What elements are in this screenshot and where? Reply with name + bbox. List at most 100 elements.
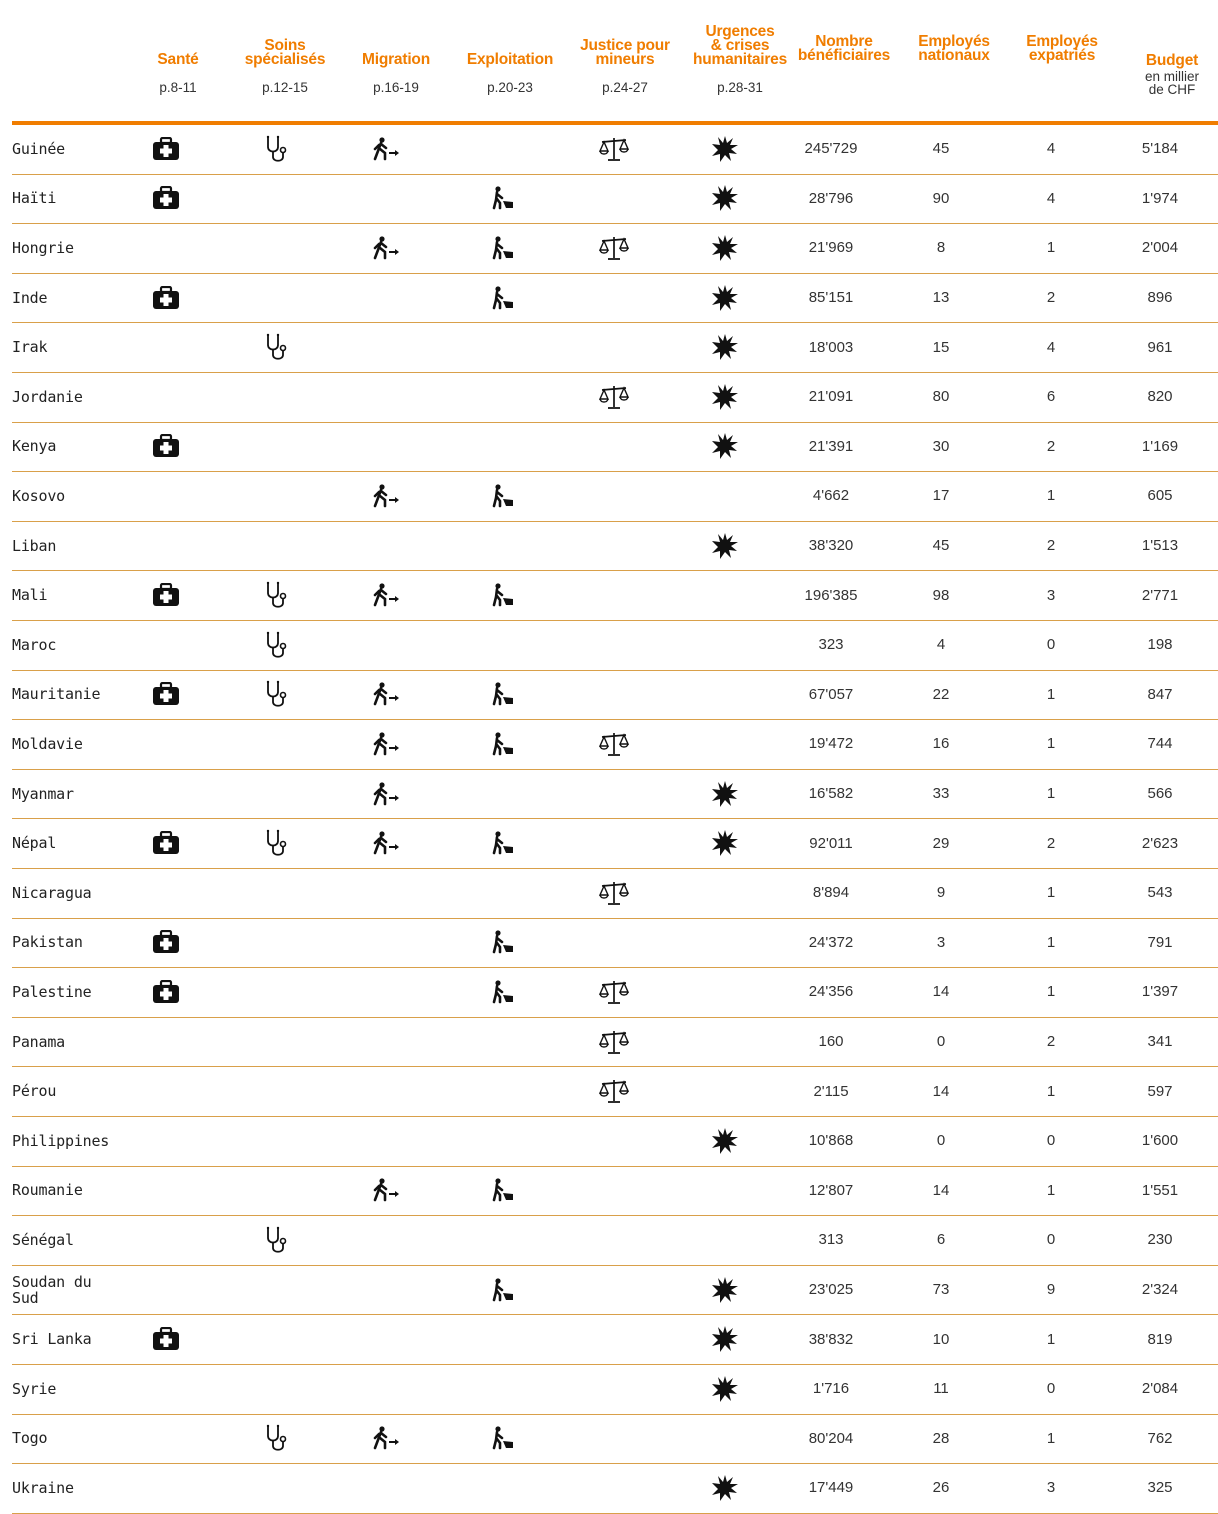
expatries-value: 2 <box>1046 437 1056 455</box>
explosion-icon <box>705 322 745 372</box>
country-name: Sri Lanka <box>12 1330 92 1349</box>
header-pages: p.20-23 <box>487 80 533 95</box>
nationaux-value: 10 <box>932 1330 950 1348</box>
beneficiaires-value: 92'011 <box>809 834 853 852</box>
budget-value: 1'169 <box>1141 437 1179 455</box>
nationaux-value: 14 <box>932 1181 950 1199</box>
budget-value: 566 <box>1147 785 1173 803</box>
header-title: Budget <box>1145 52 1199 69</box>
explosion-icon <box>705 124 745 174</box>
walking-person-icon <box>367 570 407 620</box>
country-name: Sénégal <box>12 1230 74 1249</box>
table-row: Myanmar 16'582 33 1 566 <box>12 769 1218 820</box>
child-labor-icon <box>483 670 523 720</box>
scales-icon <box>594 223 634 273</box>
scales-icon <box>594 372 634 422</box>
beneficiaires-value: 21'391 <box>808 437 854 455</box>
budget-value: 961 <box>1147 338 1173 356</box>
header-urgences: Urgences & crises humanitaires p.28-31 <box>688 0 792 123</box>
header-title: Soins spécialisés <box>244 37 326 68</box>
table-row: Népal 92'011 29 2 2'623 <box>12 818 1218 869</box>
country-name: Ukraine <box>12 1478 74 1497</box>
table-row: Sri Lanka 38'832 10 1 819 <box>12 1314 1218 1365</box>
table-row: Panama 160 0 2 341 <box>12 1017 1218 1068</box>
header-nationaux: Employés nationaux <box>900 0 1008 123</box>
budget-value: 5'184 <box>1141 140 1179 158</box>
table-row: Ukraine 17'449 26 3 325 <box>12 1463 1218 1514</box>
budget-value: 896 <box>1147 289 1173 307</box>
budget-value: 1'397 <box>1141 983 1179 1001</box>
beneficiaires-value: 16'582 <box>808 785 854 803</box>
explosion-icon <box>705 422 745 472</box>
country-name: Liban <box>12 536 57 555</box>
expatries-value: 1 <box>1046 685 1056 703</box>
country-name: Mauritanie <box>12 685 101 704</box>
budget-value: 2'324 <box>1141 1281 1179 1299</box>
nationaux-value: 73 <box>932 1281 950 1299</box>
budget-value: 1'551 <box>1141 1181 1179 1199</box>
table-row: Philippines 10'868 0 0 1'600 <box>12 1116 1218 1167</box>
country-name: Panama <box>12 1032 65 1051</box>
beneficiaires-value: 28'796 <box>808 189 854 207</box>
country-name: Myanmar <box>12 784 74 803</box>
explosion-icon <box>705 372 745 422</box>
explosion-icon <box>705 1116 745 1166</box>
nationaux-value: 80 <box>932 388 950 406</box>
beneficiaires-value: 10'868 <box>808 1132 854 1150</box>
scales-icon <box>594 868 634 918</box>
walking-person-icon <box>367 1166 407 1216</box>
country-name: Kenya <box>12 437 57 456</box>
table-row: Soudan du Sud 23'025 73 9 2'324 <box>12 1265 1218 1316</box>
nationaux-value: 33 <box>932 785 950 803</box>
header-title: Employés expatriés <box>1026 33 1098 64</box>
header-beneficiaires: Nombre bénéficiaires <box>790 0 898 123</box>
header-title: Urgences & crises humanitaires <box>692 23 788 68</box>
country-name: Moldavie <box>12 734 83 753</box>
walking-person-icon <box>367 1414 407 1464</box>
child-labor-icon <box>483 471 523 521</box>
nationaux-value: 90 <box>932 189 950 207</box>
table-row: Kosovo 4'662 17 1 605 <box>12 471 1218 522</box>
nationaux-value: 26 <box>932 1479 950 1497</box>
budget-value: 543 <box>1147 884 1173 902</box>
expatries-value: 1 <box>1046 735 1056 753</box>
child-labor-icon <box>483 1166 523 1216</box>
expatries-value: 4 <box>1046 338 1056 356</box>
nationaux-value: 9 <box>936 884 946 902</box>
stethoscope-icon <box>257 620 297 670</box>
beneficiaires-value: 19'472 <box>808 735 854 753</box>
country-name: Irak <box>12 338 48 357</box>
budget-value: 2'084 <box>1141 1380 1179 1398</box>
header-soins: Soins spécialisés p.12-15 <box>235 0 335 123</box>
beneficiaires-value: 12'807 <box>808 1181 854 1199</box>
beneficiaires-value: 23'025 <box>808 1281 854 1299</box>
header-title: Migration <box>362 51 430 68</box>
header-expatries: Employés expatriés <box>1008 0 1116 123</box>
beneficiaires-value: 17'449 <box>808 1479 854 1497</box>
child-labor-icon <box>483 174 523 224</box>
expatries-value: 3 <box>1046 1479 1056 1497</box>
table-row: Jordanie 21'091 80 6 820 <box>12 372 1218 423</box>
walking-person-icon <box>367 719 407 769</box>
nationaux-value: 45 <box>932 140 950 158</box>
explosion-icon <box>705 1463 745 1513</box>
explosion-icon <box>705 1364 745 1414</box>
expatries-value: 2 <box>1046 834 1056 852</box>
header-pages: p.24-27 <box>602 80 648 95</box>
beneficiaires-value: 21'091 <box>808 388 854 406</box>
child-labor-icon <box>483 967 523 1017</box>
budget-value: 230 <box>1147 1231 1173 1249</box>
header-sante: Santé p.8-11 <box>128 0 228 123</box>
country-name: Soudan du Sud <box>12 1272 92 1307</box>
header-budget: Budget en millier de CHF <box>1126 0 1218 123</box>
country-name: Syrie <box>12 1379 57 1398</box>
beneficiaires-value: 21'969 <box>808 239 854 257</box>
scales-icon <box>594 1066 634 1116</box>
nationaux-value: 11 <box>933 1380 949 1398</box>
beneficiaires-value: 196'385 <box>804 586 858 604</box>
country-name: Pakistan <box>12 933 83 952</box>
header-exploitation: Exploitation p.20-23 <box>456 0 564 123</box>
header-justice: Justice pour mineurs p.24-27 <box>570 0 680 123</box>
explosion-icon <box>705 1314 745 1364</box>
beneficiaires-value: 67'057 <box>808 685 854 703</box>
